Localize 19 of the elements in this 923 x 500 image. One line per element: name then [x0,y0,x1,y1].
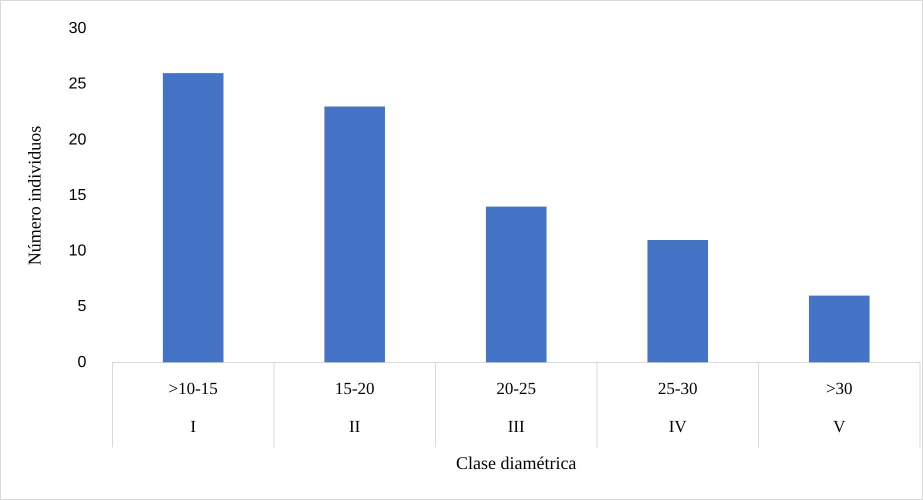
y-tick-label: 20 [68,131,86,148]
bar [162,73,224,362]
y-axis-title: Número individuos [24,126,45,266]
y-tick-label: 30 [68,20,86,38]
y-tick-label: 5 [77,298,86,316]
x-tick-label: 15-20 II [334,378,375,436]
x-tick-label: >10-15 I [168,378,218,436]
bar [324,106,385,362]
x-tick-label: 20-25 III [496,378,536,436]
y-tick-label: 15 [68,186,86,204]
y-tick-label: 10 [68,242,86,260]
bar [647,240,708,362]
x-tick-label: 25-30 IV [658,378,698,436]
x-tick-label: >30 V [826,378,853,436]
y-tick-label: 0 [77,354,86,371]
bar [808,296,870,362]
bar [486,206,546,362]
x-axis-title: Clase diamétrica [456,452,576,473]
y-tick-label: 25 [68,76,86,93]
